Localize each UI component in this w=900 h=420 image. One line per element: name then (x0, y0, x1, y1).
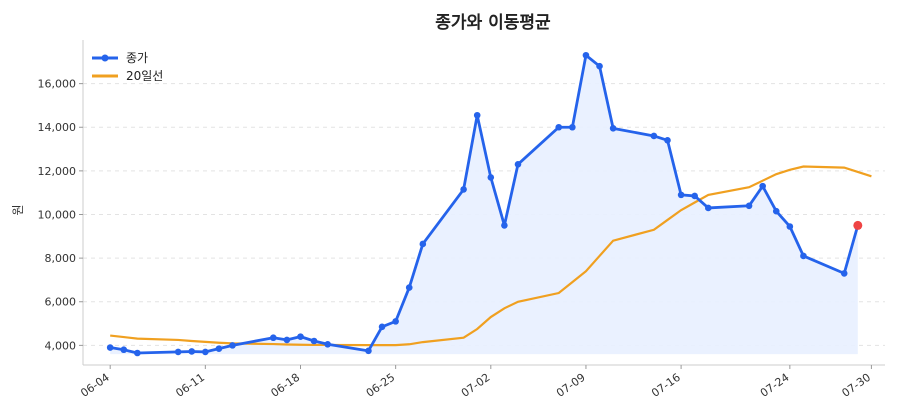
close-line (109, 53, 860, 355)
legend: 종가 20일선 (92, 51, 163, 83)
x-tick-label: 07-24 (758, 371, 792, 400)
close-point (215, 345, 223, 352)
series-lines (109, 53, 872, 355)
close-point (609, 125, 617, 132)
y-tick-label: 6,000 (45, 296, 77, 309)
x-tick-label: 06-25 (364, 371, 398, 400)
close-point (800, 252, 807, 260)
x-tick-label: 07-02 (459, 371, 493, 400)
close-point (487, 174, 495, 181)
close-point (134, 349, 141, 357)
close-point (229, 342, 236, 349)
chart-title: 종가와 이동평균 (435, 13, 551, 33)
x-tick-label: 06-04 (78, 371, 112, 400)
close-point (691, 192, 698, 200)
last-close-point (853, 220, 863, 230)
x-tick-label: 07-09 (554, 371, 588, 400)
close-point (188, 348, 196, 355)
ma20-line (110, 165, 872, 347)
close-point (270, 334, 277, 342)
close-point (840, 270, 848, 277)
data-points (106, 51, 863, 357)
y-axis-label: 원 (11, 204, 25, 215)
close-point (106, 344, 114, 351)
close-point (419, 240, 427, 248)
close-point (378, 323, 386, 331)
close-point (582, 51, 590, 59)
close-point (297, 333, 304, 340)
close-point (405, 284, 413, 291)
y-tick-label: 8,000 (45, 252, 77, 265)
close-point (365, 347, 372, 355)
legend-label-ma20: 20일선 (126, 69, 163, 83)
x-tick-label: 07-16 (649, 371, 683, 400)
close-point (283, 336, 291, 344)
close-point (704, 204, 712, 212)
y-tick-label: 16,000 (38, 78, 77, 91)
close-point (120, 346, 128, 354)
close-area (110, 55, 858, 355)
close-point (650, 132, 658, 140)
x-tick-label: 06-18 (269, 371, 303, 400)
x-tick-label: 07-30 (839, 371, 873, 400)
close-point (569, 123, 576, 131)
close-point (772, 207, 780, 215)
y-tick-label: 10,000 (38, 208, 77, 221)
y-tick-label: 12,000 (38, 165, 77, 178)
close-point (473, 111, 481, 119)
close-point (514, 161, 522, 168)
close-point (174, 348, 182, 356)
close-point (460, 186, 467, 193)
close-point (664, 137, 671, 144)
close-point (501, 222, 508, 229)
y-tick-label: 4,000 (45, 339, 77, 352)
close-point (745, 202, 753, 210)
close-point (310, 337, 318, 345)
legend-label-close: 종가 (126, 51, 148, 65)
close-point (596, 62, 603, 70)
area-fill (110, 55, 858, 355)
y-ticks: 4,000 6,000 8,000 10,000 12,000 14,000 16,000 (38, 78, 83, 352)
close-point (202, 348, 209, 356)
close-point (555, 123, 563, 131)
close-point (759, 182, 766, 190)
y-tick-label: 14,000 (38, 121, 77, 134)
close-point (392, 318, 399, 325)
x-tick-label: 06-11 (173, 371, 207, 400)
close-point (324, 340, 331, 348)
close-point (677, 191, 685, 199)
x-ticks: 06-04 06-11 06-18 06-25 07-02 07-09 07-16 07-24… (78, 365, 873, 400)
legend-marker-close (101, 54, 109, 62)
close-point (786, 223, 794, 230)
